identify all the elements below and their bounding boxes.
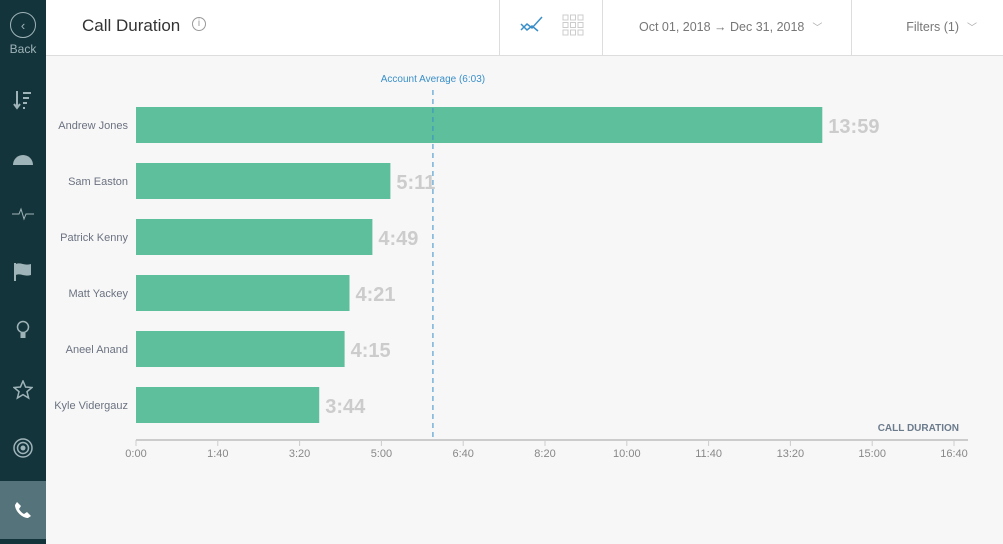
back-button[interactable]: ‹ Back <box>0 8 46 56</box>
data-label: 4:15 <box>351 340 391 362</box>
x-tick-label: 13:20 <box>777 448 805 460</box>
info-icon[interactable]: i <box>192 17 206 31</box>
activity-pulse-icon[interactable] <box>0 186 46 242</box>
divider <box>602 0 603 56</box>
star-icon[interactable] <box>0 362 46 418</box>
x-tick-label: 15:00 <box>858 448 886 460</box>
divider <box>499 0 500 56</box>
x-tick-label: 6:40 <box>452 448 473 460</box>
target-icon[interactable] <box>0 420 46 476</box>
x-axis-title: CALL DURATION <box>878 423 959 434</box>
x-tick-label: 8:20 <box>534 448 555 460</box>
date-range-picker[interactable]: Oct 01, 2018 → Dec 31, 2018 ﹀ <box>639 19 822 34</box>
chevron-left-icon: ‹ <box>10 12 36 38</box>
x-tick-label: 11:40 <box>695 448 722 460</box>
back-label: Back <box>9 42 37 56</box>
sidebar: ‹ Back <box>0 0 46 544</box>
chevron-down-icon: ﹀ <box>812 23 823 34</box>
header: Call Duration i Oct 01, 2018 → Dec 31, 2… <box>46 0 1003 56</box>
flag-icon[interactable] <box>0 244 46 300</box>
account-average-label: Account Average (6:03) <box>381 74 485 85</box>
filters-label: Filters (1) <box>906 20 959 34</box>
data-label: 3:44 <box>325 396 366 418</box>
bar <box>136 387 320 423</box>
x-tick-label: 3:20 <box>289 448 310 460</box>
category-label: Andrew Jones <box>58 120 128 132</box>
grid-view-icon[interactable] <box>562 14 584 36</box>
category-label: Sam Easton <box>68 176 128 188</box>
bar <box>136 219 373 255</box>
data-label: 4:49 <box>378 228 418 250</box>
category-label: Matt Yackey <box>68 288 128 300</box>
line-chart-view-icon[interactable] <box>520 16 544 36</box>
x-tick-label: 16:40 <box>940 448 968 460</box>
filters-dropdown[interactable]: Filters (1) ﹀ <box>906 19 977 34</box>
lightbulb-icon[interactable] <box>0 302 46 358</box>
bar <box>136 107 823 143</box>
data-label: 4:21 <box>355 284 395 306</box>
date-range-label: Oct 01, 2018 → Dec 31, 2018 <box>639 20 805 34</box>
sort-icon[interactable] <box>0 72 46 128</box>
x-tick-label: 10:00 <box>613 448 641 460</box>
data-label: 5:11 <box>396 172 435 194</box>
divider <box>851 0 852 56</box>
category-label: Aneel Anand <box>66 344 128 356</box>
category-label: Patrick Kenny <box>60 232 128 244</box>
data-label: 13:59 <box>828 116 879 138</box>
x-tick-label: 1:40 <box>207 448 228 460</box>
x-tick-label: 0:00 <box>125 448 146 460</box>
chevron-down-icon: ﹀ <box>967 23 977 34</box>
bar <box>136 275 350 311</box>
page-title: Call Duration <box>82 16 181 35</box>
phone-icon[interactable] <box>0 481 46 539</box>
bar <box>136 163 391 199</box>
bar <box>136 331 345 367</box>
dashboard-gauge-icon[interactable] <box>0 130 46 186</box>
x-tick-label: 5:00 <box>371 448 392 460</box>
category-label: Kyle Vidergauz <box>54 400 128 412</box>
